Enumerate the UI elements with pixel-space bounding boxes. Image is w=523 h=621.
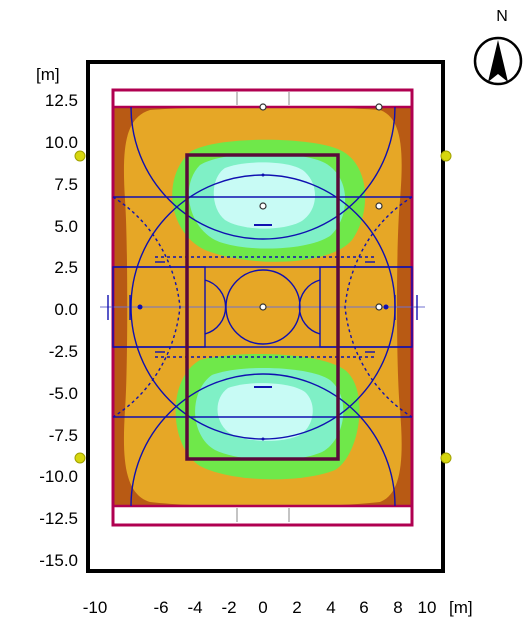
y-tick: -12.5: [39, 509, 78, 528]
y-tick: 2.5: [54, 258, 78, 277]
x-tick: -2: [221, 598, 236, 617]
y-tick: -2.5: [49, 342, 78, 361]
x-axis-unit: [m]: [449, 598, 473, 617]
y-tick: 7.5: [54, 175, 78, 194]
sensor-icons: [259, 103, 383, 311]
x-tick: 2: [292, 598, 301, 617]
playing-field: [185, 153, 340, 461]
y-axis-ticks: 12.5 10.0 7.5 5.0 2.5 0.0 -2.5 -5.0 -7.5…: [39, 91, 78, 570]
north-compass-icon: N: [473, 8, 523, 86]
compass-label: N: [496, 8, 508, 25]
court-lines: [100, 106, 425, 507]
x-axis-ticks: -10 -6 -4 -2 0 2 4 6 8 10: [83, 598, 437, 617]
y-tick: 12.5: [45, 91, 78, 110]
x-tick: 4: [326, 598, 335, 617]
y-tick: -7.5: [49, 426, 78, 445]
x-tick: -6: [153, 598, 168, 617]
luminaire-icons: [74, 150, 452, 464]
y-axis-unit: [m]: [36, 65, 60, 84]
x-tick: 10: [418, 598, 437, 617]
x-tick: 8: [393, 598, 402, 617]
x-tick: -4: [187, 598, 202, 617]
x-tick: 6: [359, 598, 368, 617]
zone-5: [213, 162, 316, 229]
y-tick: 5.0: [54, 217, 78, 236]
y-tick: -10.0: [39, 467, 78, 486]
y-tick: 0.0: [54, 300, 78, 319]
zone-5: [217, 383, 313, 441]
y-tick: -15.0: [39, 551, 78, 570]
x-tick: -10: [83, 598, 108, 617]
x-tick: 0: [258, 598, 267, 617]
y-tick: 10.0: [45, 133, 78, 152]
measurement-points: [137, 173, 389, 441]
y-tick: -5.0: [49, 384, 78, 403]
